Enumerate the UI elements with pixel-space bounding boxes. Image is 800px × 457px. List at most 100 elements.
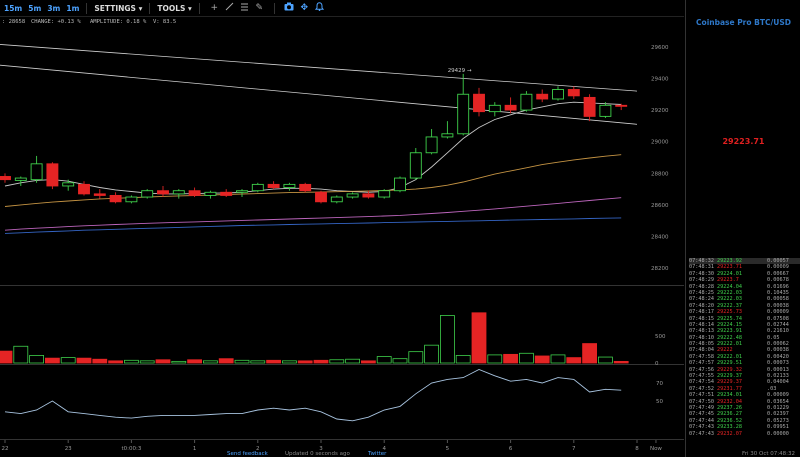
trade-row[interactable]: 07:47:56 29229.32 0.00013 bbox=[689, 367, 800, 373]
trade-row[interactable]: 07:48:17 29225.73 0.00009 bbox=[689, 309, 800, 315]
volume-bar-down bbox=[613, 360, 629, 364]
trade-row[interactable]: 07:47:51 29234.01 0.00009 bbox=[689, 392, 800, 398]
toolbar-divider bbox=[273, 2, 275, 14]
trade-row[interactable]: 07:48:31 29223.71 0.00009 bbox=[689, 264, 800, 270]
trade-time: 07:47:49 bbox=[689, 404, 714, 411]
volume-bar-up bbox=[519, 352, 534, 364]
pair-title: Coinbase Pro BTC/USD bbox=[696, 18, 791, 27]
fullscreen-icon[interactable]: ✥ bbox=[300, 3, 309, 13]
pencil-icon[interactable]: ✎ bbox=[255, 3, 264, 13]
bearish-candle bbox=[567, 89, 580, 97]
trade-price: 29229.51 bbox=[717, 360, 742, 367]
info-amplitude: AMPLITUDE: 0.18 % bbox=[90, 19, 147, 25]
bearish-candle bbox=[267, 183, 280, 188]
trade-size: 0.09951 bbox=[767, 424, 789, 431]
bell-icon[interactable] bbox=[312, 2, 327, 14]
trade-price: 29222.01 bbox=[717, 341, 742, 348]
trade-size: 0.02744 bbox=[767, 321, 789, 328]
trade-size: 0.00667 bbox=[767, 270, 789, 277]
trade-row[interactable]: 07:47:54 29229.37 0.04004 bbox=[689, 379, 800, 385]
bullish-candle bbox=[330, 196, 343, 203]
trade-row[interactable]: 07:48:14 29224.15 0.02744 bbox=[689, 322, 800, 328]
bullish-candle bbox=[394, 177, 406, 192]
timeframe-15m[interactable]: 15m bbox=[4, 3, 23, 13]
trade-row[interactable]: 07:48:15 29225.74 0.07508 bbox=[689, 316, 800, 322]
trade-row[interactable]: 07:47:58 29222.01 0.00420 bbox=[689, 354, 800, 360]
bearish-candle bbox=[46, 163, 59, 187]
send-feedback-link[interactable]: Send feedback bbox=[227, 451, 268, 457]
trade-size: 0.00057 bbox=[767, 258, 789, 264]
trade-price: 29229.32 bbox=[717, 366, 742, 373]
trade-row[interactable]: 07:47:55 29229.37 0.02133 bbox=[689, 373, 800, 379]
trade-row[interactable]: 07:48:05 29222.01 0.00062 bbox=[689, 341, 800, 347]
trade-row[interactable]: 07:47:52 29231.77 .03 bbox=[689, 386, 800, 392]
horizontal-lines-icon[interactable] bbox=[237, 2, 252, 14]
trendline-glyph bbox=[225, 2, 234, 11]
bullish-candle bbox=[520, 93, 533, 111]
trade-price: 29225.73 bbox=[717, 309, 742, 316]
time-tick-label: 8 bbox=[635, 446, 639, 452]
trade-time: 07:48:25 bbox=[689, 289, 714, 296]
trade-time: 07:47:43 bbox=[689, 424, 714, 431]
trades-sidebar: Coinbase Pro BTC/USD 29223.71 07:48:32 29… bbox=[685, 0, 800, 457]
trendline-icon[interactable] bbox=[222, 2, 237, 14]
trade-row[interactable]: 07:48:28 29224.04 0.01696 bbox=[689, 284, 800, 290]
trade-row[interactable]: 07:47:43 29232.07 0.00000 bbox=[689, 431, 800, 437]
trade-row[interactable]: 07:47:57 29229.51 0.00073 bbox=[689, 360, 800, 366]
trade-row[interactable]: 07:48:30 29224.01 0.00667 bbox=[689, 271, 800, 277]
trade-row[interactable]: 07:47:49 29237.26 0.01229 bbox=[689, 405, 800, 411]
timeframe-5m[interactable]: 5m bbox=[28, 3, 42, 13]
trade-row[interactable]: 07:48:20 29222.37 0.00038 bbox=[689, 303, 800, 309]
trade-row[interactable]: 07:47:44 29236.52 0.05273 bbox=[689, 418, 800, 424]
oscillator-line bbox=[4, 369, 622, 422]
trade-size: 0.00062 bbox=[767, 341, 789, 348]
trade-row[interactable]: 07:48:13 29223.91 0.21610 bbox=[689, 328, 800, 334]
trade-row[interactable]: 07:47:43 29233.28 0.09951 bbox=[689, 424, 800, 430]
timeframe-3m[interactable]: 3m bbox=[47, 3, 61, 13]
volume-tick-label: 0 bbox=[655, 361, 659, 367]
trend-line bbox=[0, 64, 638, 125]
volume-bar-up bbox=[124, 359, 139, 364]
trade-row[interactable]: 07:48:25 29222.03 0.10435 bbox=[689, 290, 800, 296]
time-tick-label: 1 bbox=[193, 446, 197, 452]
crosshair-icon[interactable]: + bbox=[210, 3, 219, 13]
trade-price: 29224.01 bbox=[717, 270, 742, 277]
trade-time: 07:48:20 bbox=[689, 302, 714, 309]
timeframe-1m[interactable]: 1m bbox=[66, 3, 80, 13]
trade-row[interactable]: 07:47:45 29236.27 0.02397 bbox=[689, 411, 800, 417]
bullish-candle bbox=[14, 177, 27, 181]
recent-trades-list[interactable]: 07:48:32 29223.92 0.00057 07:48:31 29223.71 0… bbox=[689, 258, 800, 437]
price-chart[interactable]: 29429 → 28200 28400 28600 28800 29000 29200 29… bbox=[0, 27, 684, 457]
moving-average-line bbox=[4, 101, 622, 195]
time-tick-label: 22 bbox=[2, 446, 9, 452]
settings-menu-button[interactable]: SETTINGS ▾ bbox=[94, 3, 143, 13]
volume-bar-down bbox=[76, 357, 92, 364]
volume-bar-up bbox=[408, 351, 424, 364]
twitter-link[interactable]: Twitter bbox=[368, 451, 387, 457]
info-volume: V: 83.5 bbox=[153, 19, 177, 25]
volume-bar-up bbox=[139, 360, 155, 364]
price-tick-label: 28200 bbox=[651, 266, 669, 272]
trade-row[interactable]: 07:48:10 29222.48 0.05 bbox=[689, 335, 800, 341]
trade-row[interactable]: 07:47:50 29232.04 0.03654 bbox=[689, 399, 800, 405]
trade-row[interactable]: 07:48:32 29223.92 0.00057 bbox=[689, 258, 800, 265]
bullish-candle bbox=[30, 163, 43, 181]
trade-size: 0.01696 bbox=[767, 283, 789, 290]
trade-price: 29229.37 bbox=[717, 373, 742, 380]
moving-average-line bbox=[4, 217, 622, 234]
trade-time: 07:48:28 bbox=[689, 283, 714, 290]
trade-row[interactable]: 07:48:24 29222.03 0.00058 bbox=[689, 296, 800, 302]
trade-price: 29224.04 bbox=[717, 283, 742, 290]
trade-size: 0.00420 bbox=[767, 353, 789, 360]
tools-menu-button[interactable]: TOOLS ▾ bbox=[157, 3, 192, 13]
trade-row[interactable]: 07:48:04 29222 0.00038 bbox=[689, 347, 800, 353]
trade-price: 29237.26 bbox=[717, 404, 742, 411]
bearish-candle bbox=[0, 176, 11, 181]
trade-size: 0.00009 bbox=[767, 309, 789, 316]
trade-time: 07:48:31 bbox=[689, 264, 714, 271]
time-tick-label: Now bbox=[650, 446, 662, 452]
camera-icon[interactable] bbox=[282, 2, 297, 14]
trade-price: 29236.52 bbox=[717, 417, 742, 424]
time-tick-label: 7 bbox=[572, 446, 576, 452]
trade-row[interactable]: 07:48:29 29223.7 0.00678 bbox=[689, 277, 800, 283]
